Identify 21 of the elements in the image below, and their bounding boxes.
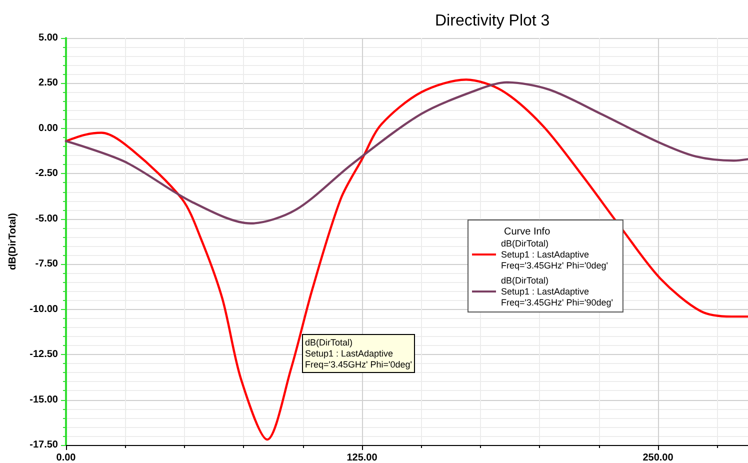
line-series <box>64 78 748 441</box>
y-tick-label: -12.50 <box>30 349 58 360</box>
x-tick-label: 250.00 <box>642 452 674 463</box>
x-tick-label: 0.00 <box>56 452 76 463</box>
y-tick-label: -7.50 <box>35 258 58 270</box>
legend-label: dB(DirTotal) Setup1 : LastAdaptive Freq='3.45GHz' Phi='90deg' <box>501 276 614 308</box>
y-tick-label: -2.50 <box>35 168 58 180</box>
y-axis-title: dB(DirTotal) <box>8 212 18 270</box>
y-tick-label: -15.00 <box>30 394 58 406</box>
legend-title: Curve Info <box>504 226 551 238</box>
y-tick-label: -5.00 <box>35 213 58 224</box>
y-tick-label: 2.50 <box>38 78 58 89</box>
y-tick-label: -17.50 <box>30 440 58 450</box>
x-tick-label: 125.00 <box>346 452 378 463</box>
annotation: dB(DirTotal) Setup1 : LastAdaptive Freq='3.45GHz' Phi='0deg' <box>305 338 412 370</box>
y-tick-label: 5.00 <box>38 32 58 44</box>
y-tick-label: -10.00 <box>30 304 58 315</box>
line-series <box>64 81 748 225</box>
legend-label: dB(DirTotal) Setup1 : LastAdaptive Freq='3.45GHz' Phi='0deg' <box>501 238 608 270</box>
chart-title: Directivity Plot 3 <box>435 12 550 30</box>
y-tick-label: 0.00 <box>38 122 58 134</box>
